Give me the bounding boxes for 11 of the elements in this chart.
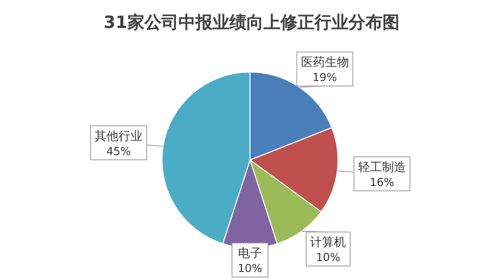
data-label: 10% <box>316 250 340 264</box>
slice-label: 电子 <box>238 246 262 260</box>
slice-label: 轻工制造 <box>358 160 406 174</box>
data-label: 16% <box>370 176 394 189</box>
data-label: 19% <box>312 71 337 84</box>
slice-label: 计算机 <box>310 234 346 249</box>
data-label: 10% <box>238 262 262 275</box>
chart-title: 31家公司中报业绩向上修正行业分布图 <box>104 13 400 33</box>
slice-label: 其他行业 <box>94 128 143 143</box>
data-label: 45% <box>106 144 131 158</box>
slice-label: 医药生物 <box>300 55 349 70</box>
